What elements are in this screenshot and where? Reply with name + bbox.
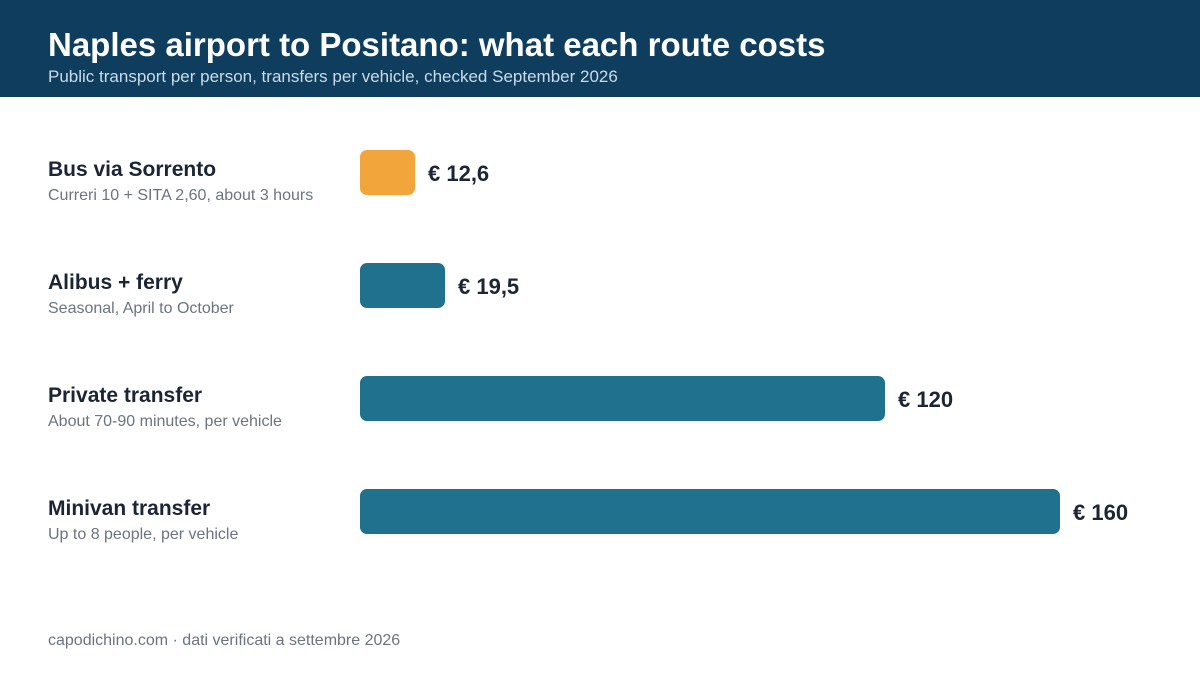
bar-value-label: € 12,6 <box>428 161 490 186</box>
bar-row: Alibus + ferry Seasonal, April to October… <box>0 263 1200 323</box>
bar-category-label: Bus via Sorrento <box>48 158 217 181</box>
bar-value-label: € 160 <box>1073 500 1129 525</box>
bar-category-note: Curreri 10 + SITA 2,60, about 3 hours <box>48 187 314 204</box>
bar <box>360 489 1060 534</box>
bar-category-label: Minivan transfer <box>48 497 211 520</box>
bar <box>360 263 445 308</box>
chart-header: Naples airport to Positano: what each ro… <box>0 0 1200 97</box>
bar-category-label: Private transfer <box>48 384 203 407</box>
bar <box>360 376 885 421</box>
bar-category-note: About 70-90 minutes, per vehicle <box>48 413 282 430</box>
bar-category-note: Up to 8 people, per vehicle <box>48 526 239 543</box>
bar-category-label: Alibus + ferry <box>48 271 183 294</box>
chart-subtitle: Public transport per person, transfers p… <box>48 67 618 86</box>
bar-row: Private transfer About 70-90 minutes, per… <box>0 376 1200 436</box>
bar-value-label: € 120 <box>898 387 954 412</box>
bar-value-label: € 19,5 <box>458 274 520 299</box>
bar <box>360 150 415 195</box>
bar-row: Bus via Sorrento Curreri 10 + SITA 2,60, … <box>0 150 1200 210</box>
bar-row: Minivan transfer Up to 8 people, per vehi… <box>0 489 1200 549</box>
chart-title: Naples airport to Positano: what each ro… <box>48 26 826 63</box>
source-footer: capodichino.com · dati verificati a sett… <box>48 632 401 649</box>
bar-category-note: Seasonal, April to October <box>48 300 234 317</box>
